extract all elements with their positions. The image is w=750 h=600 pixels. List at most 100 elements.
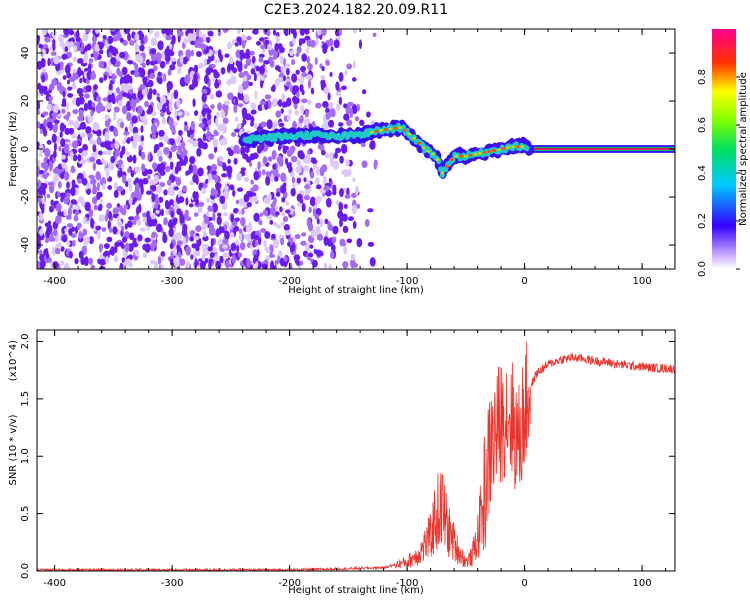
heatmap-cell	[272, 163, 277, 171]
heatmap-cell	[305, 154, 312, 164]
heatmap-cell	[144, 243, 151, 253]
heatmap-cell	[210, 104, 215, 110]
ridge-core	[449, 158, 454, 161]
heatmap-cell	[210, 187, 215, 197]
heatmap-cell	[145, 190, 152, 195]
heatmap-cell	[70, 186, 76, 197]
heatmap-cell	[108, 211, 113, 221]
heatmap-cell	[135, 53, 142, 63]
heatmap-cell	[227, 225, 232, 230]
heatmap-cell	[236, 29, 241, 35]
heatmap-cell	[237, 103, 244, 108]
heatmap-cell	[157, 77, 163, 85]
heatmap-cell	[325, 111, 331, 120]
ridge-band-core	[530, 148, 675, 150]
heatmap-cell	[48, 184, 55, 194]
heatmap-cell	[301, 232, 307, 237]
heatmap-cell	[83, 236, 90, 244]
heatmap-cell	[89, 137, 93, 145]
heatmap-cell	[134, 33, 140, 41]
heatmap-cell	[80, 132, 87, 139]
heatmap-cell	[103, 74, 108, 81]
heatmap-cell	[222, 252, 230, 258]
heatmap-cell	[217, 212, 222, 217]
heatmap-cell	[280, 184, 287, 194]
heatmap-cell	[285, 201, 289, 206]
heatmap-cell	[142, 252, 148, 259]
heatmap-cell	[65, 188, 72, 194]
heatmap-cell	[209, 252, 215, 259]
heatmap-cell	[72, 56, 77, 62]
heatmap-cell	[140, 151, 146, 160]
heatmap-cell	[212, 211, 216, 222]
heatmap-cell	[214, 50, 219, 55]
heatmap-cell	[239, 242, 246, 251]
heatmap-cell	[295, 165, 302, 174]
heatmap-cell	[163, 73, 167, 82]
heatmap-cell	[324, 218, 329, 225]
heatmap-cell	[168, 50, 175, 57]
heatmap-cell	[299, 29, 305, 36]
heatmap-cell	[303, 177, 307, 183]
heatmap-cell	[77, 153, 82, 162]
heatmap-cell	[278, 157, 284, 167]
heatmap-cell	[255, 65, 260, 72]
heatmap-cell	[201, 93, 207, 103]
heatmap-cell	[63, 196, 70, 205]
heatmap-cell	[37, 235, 41, 243]
heatmap-cell	[356, 238, 363, 248]
heatmap-cell	[231, 132, 237, 137]
heatmap-cell	[38, 43, 44, 49]
heatmap-cell	[243, 36, 247, 41]
heatmap-cell	[56, 81, 63, 92]
heatmap-cell	[63, 209, 67, 217]
heatmap-cell	[281, 93, 285, 102]
heatmap-cell	[315, 177, 320, 186]
heatmap-cell	[352, 177, 356, 183]
heatmap-cell	[251, 55, 256, 64]
heatmap-cell	[234, 42, 239, 47]
heatmap-cell	[40, 161, 47, 169]
heatmap-cell	[128, 123, 133, 133]
heatmap-cell	[70, 233, 77, 238]
heatmap-cell	[128, 93, 133, 102]
ridge-mid	[524, 145, 530, 152]
heatmap-cell	[84, 201, 91, 212]
heatmap-cell	[81, 150, 88, 157]
heatmap-cell	[286, 162, 292, 169]
heatmap-cell	[66, 79, 71, 85]
heatmap-cell	[224, 230, 230, 240]
heatmap-cell	[41, 194, 45, 205]
heatmap-cell	[241, 39, 246, 49]
heatmap-cell	[301, 89, 305, 96]
heatmap-cell	[305, 47, 310, 54]
heatmap-cell	[167, 68, 172, 76]
heatmap-cell	[325, 189, 332, 197]
heatmap-cell	[272, 200, 277, 206]
heatmap-cell	[227, 173, 232, 178]
heatmap-cell	[369, 140, 376, 150]
heatmap-cell	[158, 155, 163, 162]
heatmap-cell	[335, 103, 341, 111]
heatmap-cell	[259, 78, 264, 89]
ridge-core	[402, 128, 407, 132]
heatmap-cell	[154, 203, 159, 209]
heatmap-cell	[178, 30, 184, 37]
heatmap-cell	[296, 193, 303, 202]
heatmap-cell	[131, 93, 137, 100]
heatmap-cell	[78, 147, 84, 154]
heatmap-cell	[43, 90, 50, 96]
colorbar-label: Normalized spectral amplitude	[738, 72, 749, 226]
heatmap-cell	[102, 150, 109, 155]
heatmap-cell	[82, 143, 88, 152]
heatmap-cell	[209, 206, 214, 212]
heatmap-cell	[142, 212, 147, 218]
heatmap-cell	[270, 86, 276, 92]
colorbar-tick-label: 0.8	[697, 69, 708, 85]
ridge-core	[393, 126, 398, 130]
heatmap-cell	[78, 96, 85, 105]
heatmap-cell	[329, 250, 335, 259]
spectrogram-y-tick-label: 20	[20, 95, 31, 108]
heatmap-cell	[61, 108, 66, 114]
